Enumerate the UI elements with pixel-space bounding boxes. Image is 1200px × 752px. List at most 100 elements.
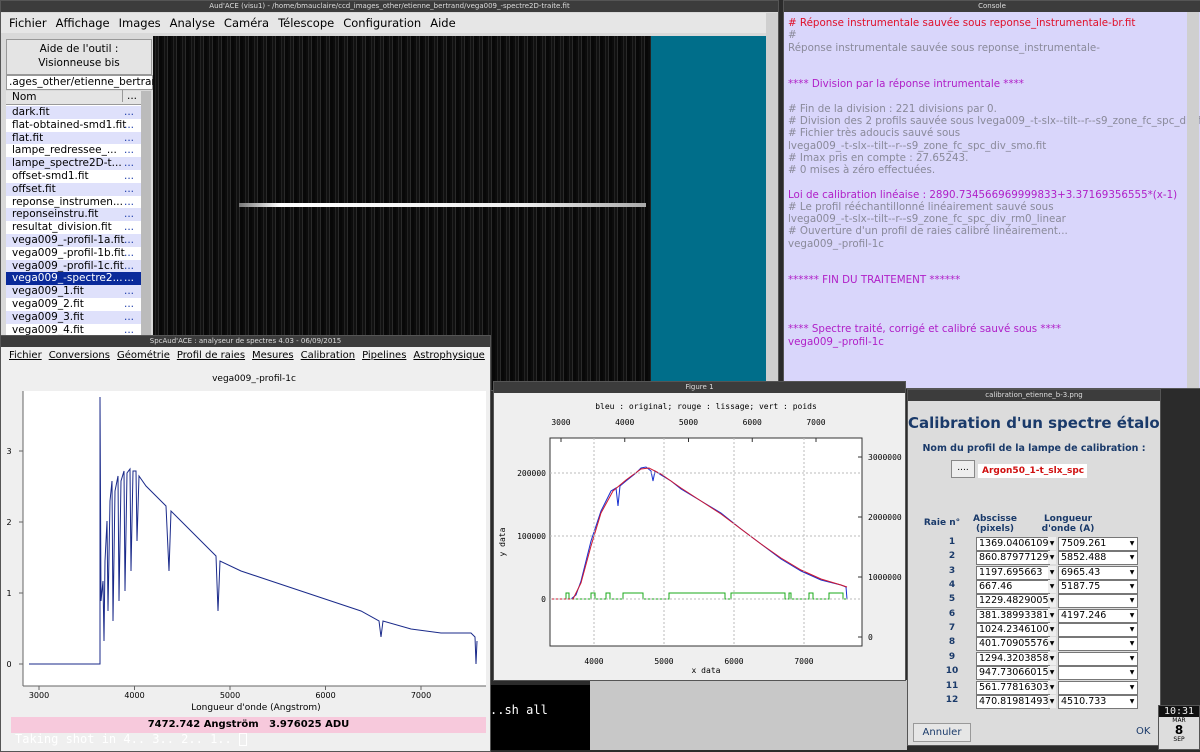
wavelength-input[interactable]: 7509.261 [1058, 537, 1138, 551]
pixel-input[interactable]: 667.46 [976, 580, 1050, 595]
menu-item[interactable]: Images [118, 16, 161, 30]
menu-item[interactable]: Fichier [9, 350, 42, 361]
column-header[interactable]: Nom [12, 91, 37, 103]
dropdown[interactable]: ▼ [1129, 568, 1135, 576]
cancel-button[interactable]: Annuler [913, 723, 971, 742]
dropdown[interactable]: ▼ [1129, 669, 1135, 677]
dropdown[interactable]: ▼ [1048, 537, 1056, 550]
menu-item[interactable]: Pipelines [362, 350, 407, 361]
dropdown[interactable]: ▼ [1129, 611, 1135, 619]
dropdown[interactable]: ▼ [1048, 694, 1056, 708]
menu-item[interactable]: Configuration [343, 16, 422, 30]
file-row[interactable] [6, 118, 141, 132]
dropdown[interactable]: ▼ [1048, 651, 1056, 665]
file-row[interactable] [6, 310, 141, 324]
cursor [238, 733, 247, 746]
pixel-input[interactable]: 401.709055766 [976, 637, 1050, 652]
menu-item[interactable]: Profil de raies [176, 350, 246, 361]
file-row[interactable] [6, 259, 141, 273]
dropdown[interactable]: ▼ [1048, 580, 1056, 594]
terminal-text: Taking shot in 4.. 3.. 2.. 1.. [15, 732, 232, 746]
wavelength-input[interactable] [1058, 623, 1138, 638]
dropdown[interactable]: ▼ [1129, 626, 1135, 634]
wavelength-input[interactable] [1058, 651, 1138, 666]
wavelength-input[interactable]: 4510.733 [1058, 694, 1138, 709]
file-row[interactable] [6, 298, 141, 311]
menu-item[interactable]: Télescope [278, 16, 335, 30]
menu-item[interactable]: Mesures [252, 350, 294, 361]
pixel-input[interactable]: 381.389933811 [976, 608, 1050, 623]
menu-item[interactable]: Analyse [169, 16, 215, 30]
pixel-input[interactable]: 561.778163033 [976, 680, 1050, 695]
browse-button[interactable]: .... [951, 460, 975, 478]
pixel-input[interactable]: 1197.695663 [976, 565, 1050, 580]
file-row[interactable] [6, 323, 141, 337]
x-tick-label: 7000 [806, 418, 825, 427]
dropdown[interactable]: ▼ [1129, 540, 1135, 547]
tool-button[interactable]: Aide de l'outil : Visionneuse bis [6, 39, 152, 75]
dropdown[interactable]: ▼ [1129, 697, 1135, 705]
dropdown[interactable]: ▼ [1129, 583, 1135, 591]
lamp-name[interactable]: Argon50_1-t_slx_spc [978, 464, 1087, 478]
pixel-input[interactable]: 1229.48290055 [976, 594, 1050, 609]
file-more: ... [124, 182, 135, 195]
file-row[interactable] [6, 131, 141, 145]
wavelength-input[interactable] [1058, 594, 1138, 609]
file-row[interactable] [6, 208, 141, 222]
dropdown[interactable]: ▼ [1048, 666, 1056, 680]
menu-item[interactable]: Conversions [48, 350, 110, 361]
file-row[interactable] [6, 195, 141, 209]
menu-item[interactable]: Affichage [55, 16, 110, 30]
menu-item[interactable]: Caméra [223, 16, 270, 30]
file-row[interactable] [6, 272, 141, 286]
dropdown[interactable]: ▼ [1129, 597, 1135, 605]
dropdown[interactable]: ▼ [1129, 654, 1135, 662]
file-row[interactable] [6, 106, 141, 119]
menu-item[interactable]: Calibration [300, 350, 356, 361]
dropdown[interactable]: ▼ [1048, 594, 1056, 608]
ok-button[interactable]: OK [1136, 726, 1151, 737]
title-bar: Aud'ACE (visu1) - /home/bmauclaire/ccd_i… [1, 1, 778, 12]
path-field[interactable]: .ages_other/etienne_bertrand [6, 75, 165, 90]
menu-item[interactable]: Astrophysique [413, 350, 485, 361]
scrollbar[interactable] [141, 91, 151, 390]
dropdown[interactable]: ▼ [1048, 565, 1056, 579]
dropdown[interactable]: ▼ [1129, 683, 1135, 691]
wavelength-input[interactable]: 5852.488 [1058, 551, 1138, 566]
scrollbar[interactable] [1187, 12, 1199, 388]
file-row[interactable] [6, 246, 141, 260]
wavelength-input[interactable] [1058, 666, 1138, 681]
file-row[interactable] [6, 144, 141, 158]
pixel-input[interactable]: 470.819814935 [976, 694, 1050, 709]
wavelength-input[interactable] [1058, 637, 1138, 652]
file-row[interactable] [6, 285, 141, 298]
dropdown[interactable]: ▼ [1048, 637, 1056, 651]
column-header[interactable]: ... [122, 90, 137, 102]
pixel-input[interactable]: 947.730660159 [976, 666, 1050, 681]
dropdown[interactable]: ▼ [1048, 623, 1056, 637]
pixel-input[interactable]: 1294.32038587 [976, 651, 1050, 666]
menu-item[interactable]: Aide [430, 16, 456, 30]
dropdown[interactable]: ▼ [1048, 608, 1056, 622]
pixel-input[interactable]: 860.879771298 [976, 551, 1050, 566]
dropdown[interactable]: ▼ [1129, 554, 1135, 562]
wavelength-input[interactable]: 6965.43 [1058, 565, 1138, 580]
file-row[interactable] [6, 157, 141, 170]
scrollbar[interactable] [766, 13, 778, 390]
menu-item[interactable]: Fichier [9, 16, 47, 30]
menu-item[interactable]: Géométrie [116, 350, 170, 361]
file-row[interactable] [6, 170, 141, 183]
file-row[interactable] [6, 221, 141, 234]
wavelength-input[interactable] [1058, 680, 1138, 695]
pixel-input[interactable]: 1369.04061093 [976, 537, 1050, 551]
wavelength-input[interactable]: 5187.75 [1058, 580, 1138, 595]
file-row[interactable] [6, 234, 141, 247]
wavelength-input[interactable]: 4197.246 [1058, 608, 1138, 623]
pixel-input[interactable]: 1024.23461002 [976, 623, 1050, 638]
file-row[interactable] [6, 182, 141, 196]
dropdown[interactable]: ▼ [1048, 680, 1056, 694]
dropdown[interactable]: ▼ [1048, 551, 1056, 565]
file-more: ... [124, 246, 135, 259]
dropdown[interactable]: ▼ [1129, 640, 1135, 648]
row-number: 9 [948, 651, 956, 662]
